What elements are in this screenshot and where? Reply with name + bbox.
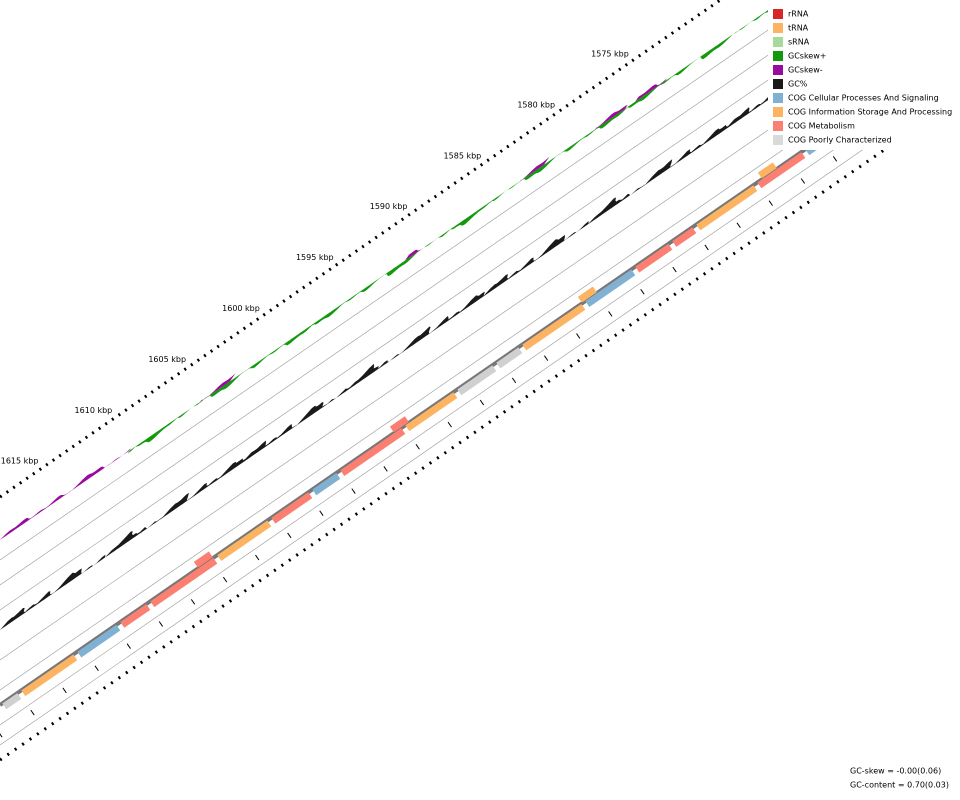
legend-label: COG Information Storage And Processing [788, 108, 952, 117]
tick-label: 1605 kbp [148, 355, 186, 364]
guide-line [0, 62, 960, 726]
tick-label: 1585 kbp [444, 151, 482, 160]
feature [496, 347, 523, 369]
legend-label: COG Metabolism [788, 122, 855, 131]
gc-content-stat: GC-content = 0.70(0.03) [850, 781, 949, 790]
legend-swatch [773, 93, 783, 103]
legend-label: rRNA [788, 10, 809, 19]
feature [389, 416, 409, 433]
tick-label: 1610 kbp [75, 406, 113, 415]
feature [696, 185, 758, 231]
legend-swatch [773, 135, 783, 145]
tick-ring [0, 0, 723, 499]
tick-label: 1580 kbp [517, 100, 555, 109]
tick-label: 1600 kbp [222, 304, 260, 313]
tick-label: 1590 kbp [370, 202, 408, 211]
legend-swatch [773, 79, 783, 89]
gc-skew [595, 105, 628, 130]
feature [757, 162, 777, 179]
feature [150, 557, 218, 608]
legend-swatch [773, 51, 783, 61]
feature [672, 227, 697, 247]
feature [312, 472, 341, 496]
legend-label: GC% [788, 80, 808, 89]
legend-swatch [773, 23, 783, 33]
legend: rRNA tRNA sRNA GCskew+ GCskew- GC% COG Cellula… [773, 9, 952, 145]
legend-label: tRNA [788, 24, 809, 33]
guide-line [0, 82, 960, 746]
feature [757, 152, 806, 189]
feature [585, 269, 636, 307]
legend-label: sRNA [788, 38, 810, 47]
legend-swatch [773, 9, 783, 19]
legend-label: COG Poorly Characterized [788, 136, 892, 145]
legend-box [768, 0, 960, 150]
feature [120, 604, 151, 628]
feature [21, 654, 78, 697]
feature [635, 243, 673, 273]
tick-labels: 1575 kbp 1580 kbp 1585 kbp 1590 kbp 1595 kbp… [1, 50, 629, 466]
feature [577, 286, 597, 303]
gc-content [0, 0, 914, 630]
gc-skew [405, 249, 421, 261]
gc-skew [0, 447, 132, 540]
legend-swatch [773, 65, 783, 75]
gc-skew [127, 3, 778, 454]
legend-swatch [773, 107, 783, 117]
legend-label: GCskew- [788, 66, 823, 75]
tick-label: 1615 kbp [1, 457, 39, 466]
feature [522, 303, 586, 351]
feature [457, 365, 497, 396]
gc-skew [200, 373, 236, 402]
feature [2, 693, 22, 710]
gc-skew [520, 156, 550, 182]
tick-label: 1575 kbp [591, 50, 629, 59]
gc-skew [635, 78, 667, 102]
feature [271, 492, 313, 524]
backbone [0, 40, 960, 707]
legend-label: GCskew+ [788, 52, 826, 61]
feature [193, 551, 213, 568]
gc-skew-stat: GC-skew = -0.00(0.06) [850, 767, 941, 776]
tick-ring [0, 70, 960, 738]
feature [217, 520, 272, 561]
legend-label: COG Cellular Processes And Signaling [788, 94, 939, 103]
legend-swatch [773, 121, 783, 131]
feature [405, 392, 458, 432]
legend-swatch [773, 37, 783, 47]
tick-label: 1595 kbp [296, 253, 334, 262]
feature [77, 624, 121, 658]
feature [340, 428, 406, 476]
tick-ring [0, 96, 960, 762]
